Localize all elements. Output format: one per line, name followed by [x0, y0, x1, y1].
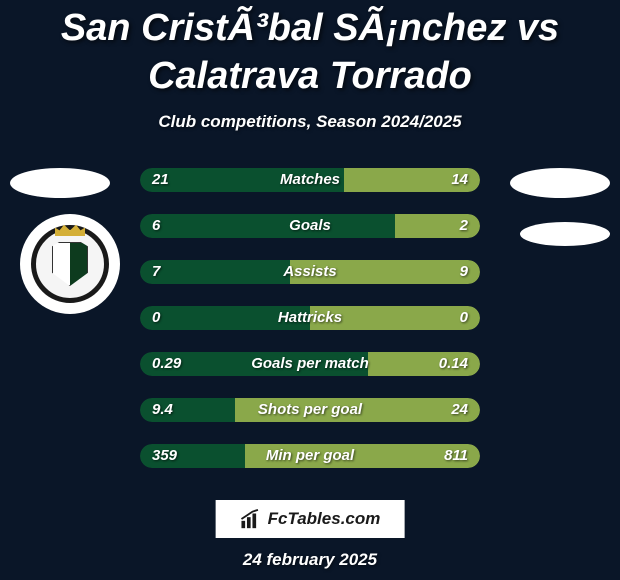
comparison-chart: 2114Matches62Goals79Assists00Hattricks0.…	[0, 162, 620, 484]
stat-row: 359811Min per goal	[0, 438, 620, 484]
stat-label: Matches	[140, 168, 480, 192]
stat-row: 9.424Shots per goal	[0, 392, 620, 438]
stat-label: Min per goal	[140, 444, 480, 468]
stat-rows: 2114Matches62Goals79Assists00Hattricks0.…	[0, 162, 620, 484]
page-title: San CristÃ³bal SÃ¡nchez vs Calatrava Tor…	[0, 0, 620, 100]
stat-row: 2114Matches	[0, 162, 620, 208]
stat-label: Goals per match	[140, 352, 480, 376]
stat-row: 79Assists	[0, 254, 620, 300]
footer-date: 24 february 2025	[0, 550, 620, 570]
stat-label: Goals	[140, 214, 480, 238]
stat-label: Hattricks	[140, 306, 480, 330]
branding-label: FcTables.com	[268, 509, 381, 529]
stat-row: 62Goals	[0, 208, 620, 254]
page-subtitle: Club competitions, Season 2024/2025	[0, 112, 620, 132]
stat-label: Shots per goal	[140, 398, 480, 422]
stat-row: 0.290.14Goals per match	[0, 346, 620, 392]
chart-icon	[240, 508, 262, 530]
stat-label: Assists	[140, 260, 480, 284]
branding-badge: FcTables.com	[216, 500, 405, 538]
stat-row: 00Hattricks	[0, 300, 620, 346]
